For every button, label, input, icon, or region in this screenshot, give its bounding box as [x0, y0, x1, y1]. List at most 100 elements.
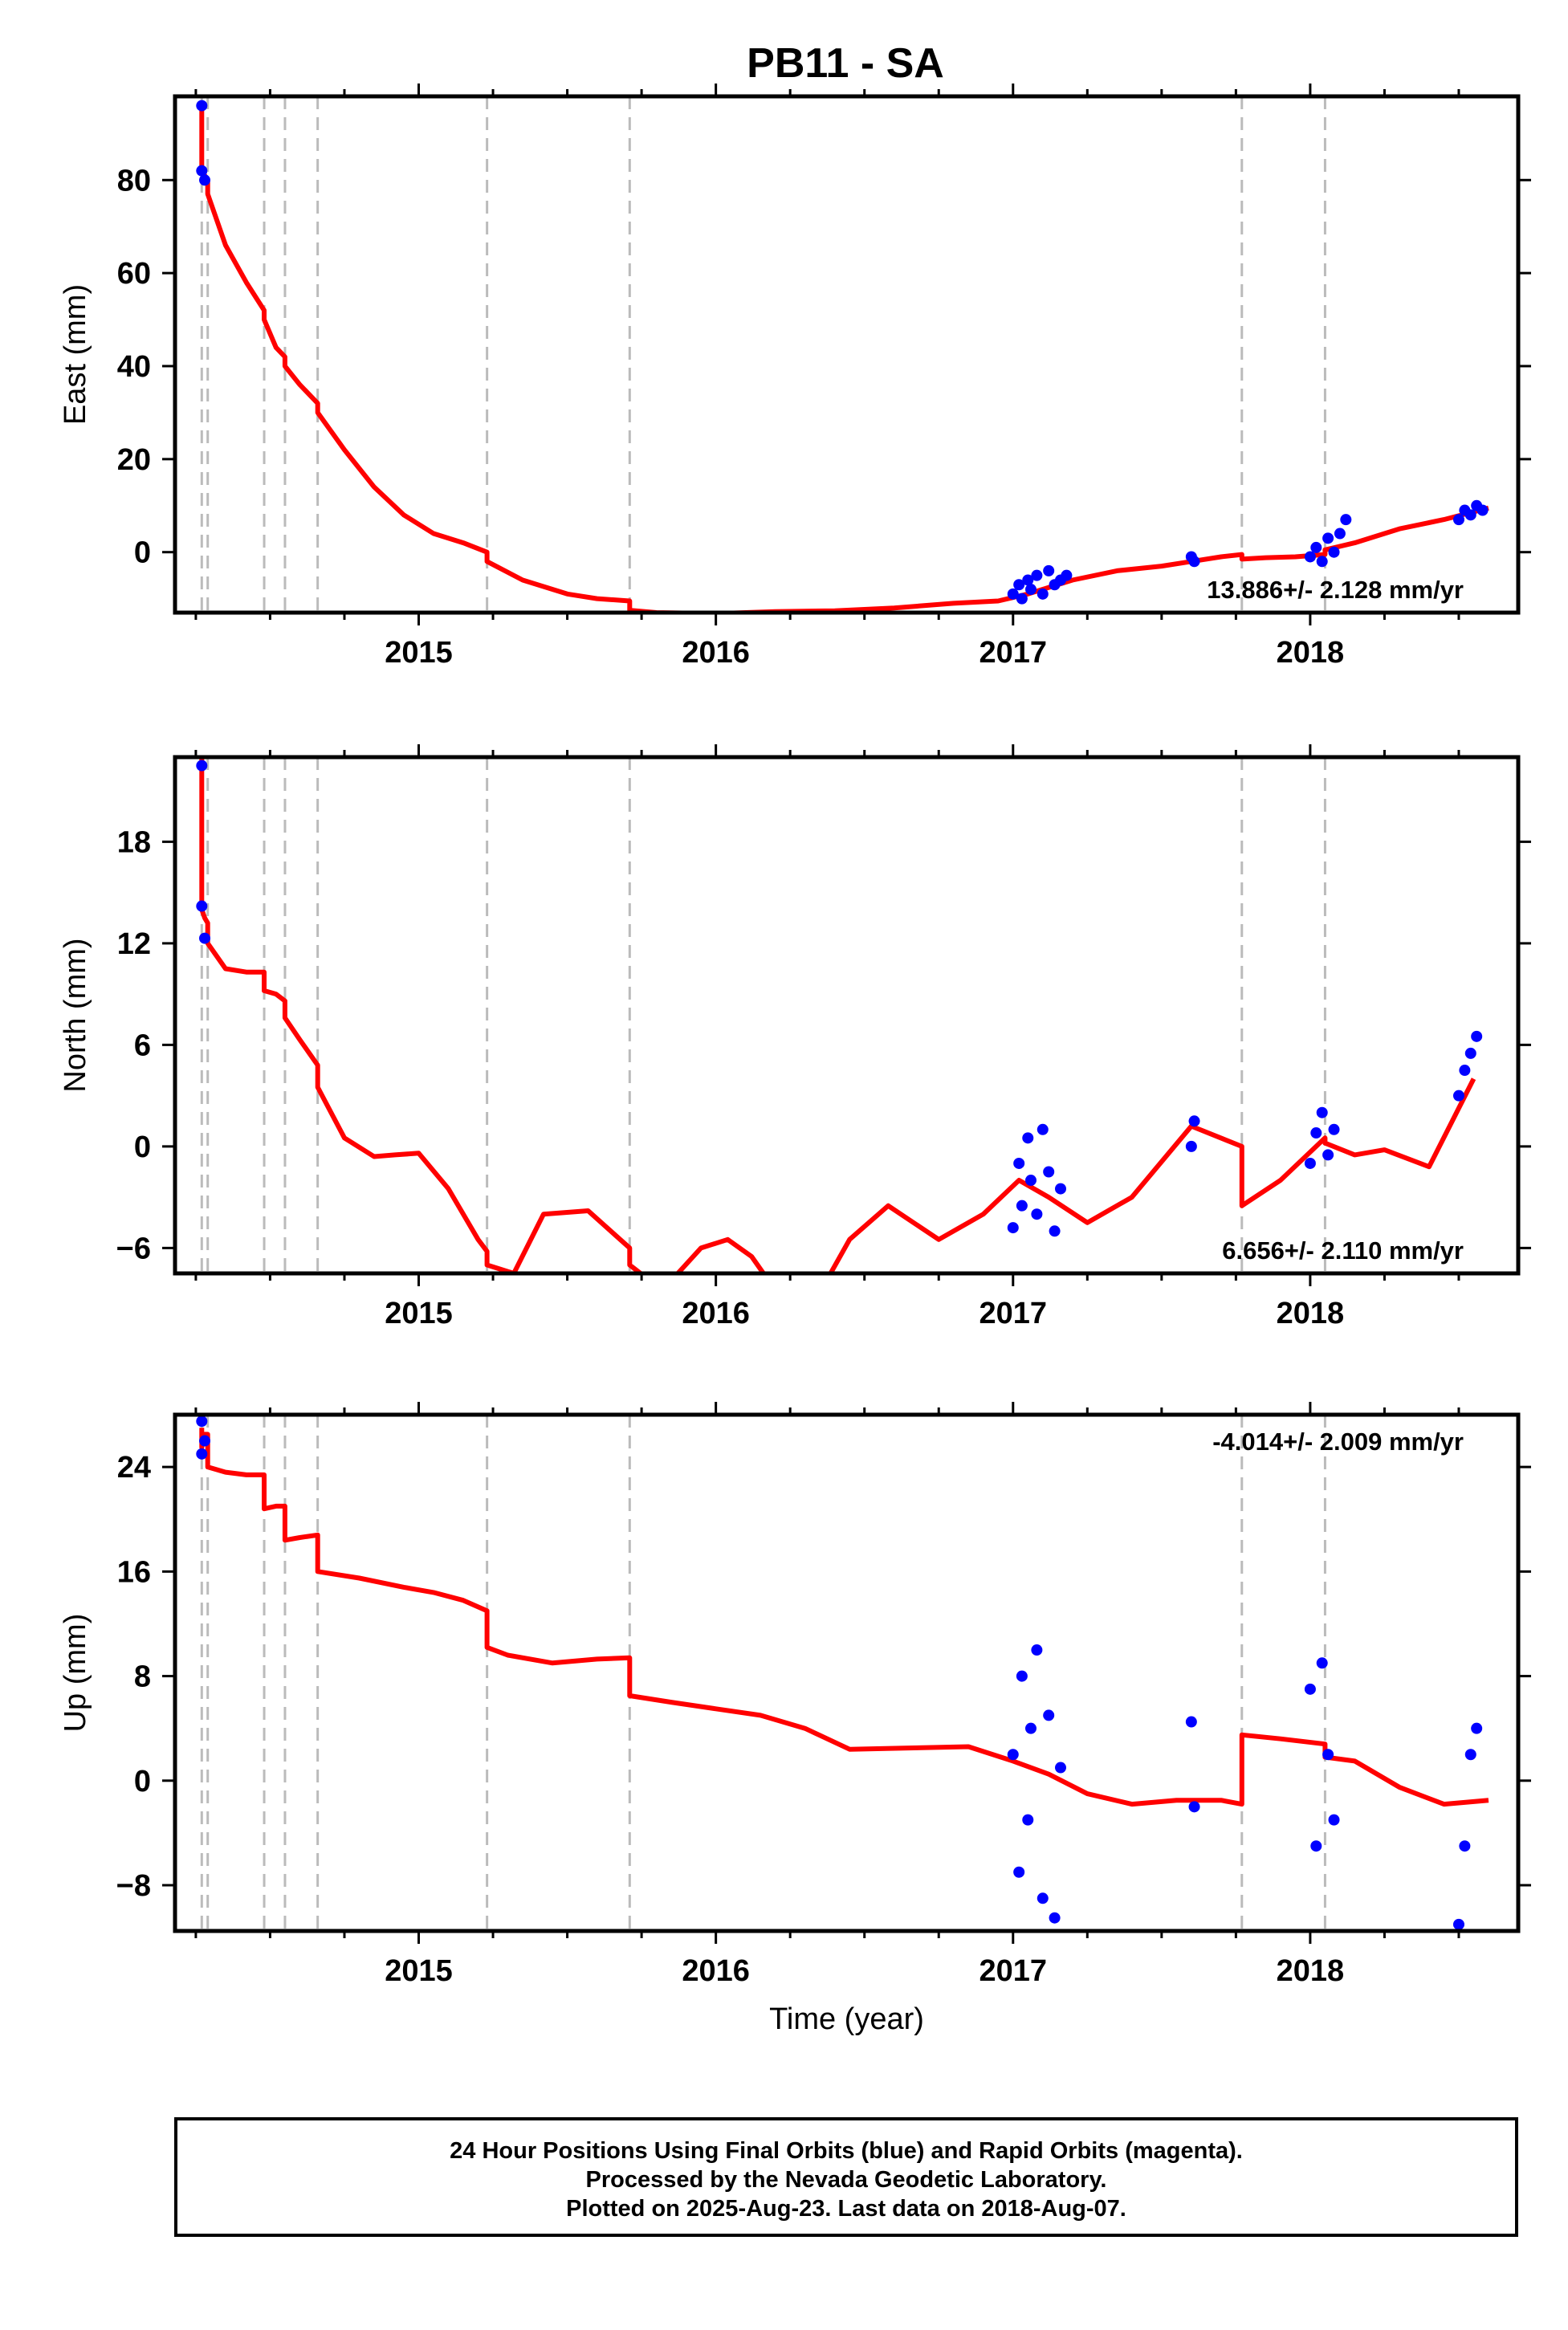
up-data-point [196, 1416, 208, 1428]
north-data-point [1310, 1127, 1322, 1139]
up-y-tick-label: 8 [134, 1660, 151, 1694]
north-y-tick-label: 12 [117, 927, 151, 961]
north-data-point [1016, 1200, 1028, 1212]
north-frame [173, 755, 1521, 1276]
up-data-point [1024, 1722, 1037, 1734]
north-data-point [1304, 1157, 1316, 1169]
east-panel: 2015 2016 2017 2018 0 20 40 60 80 East (mm) 13.886… [59, 84, 1531, 670]
north-data-point [1049, 1225, 1061, 1237]
up-data-point [1471, 1722, 1483, 1734]
east-data-point [196, 165, 208, 177]
up-data-point [1022, 1814, 1034, 1826]
east-data-point [1340, 514, 1352, 526]
north-y-axis-label: North (mm) [59, 938, 92, 1092]
east-x-tick-label: 2016 [682, 636, 750, 670]
east-data-point [1061, 569, 1073, 581]
footer-line-processed-by: Processed by the Nevada Geodetic Laborat… [585, 2167, 1107, 2193]
north-x-tick-label: 2016 [682, 1297, 750, 1330]
north-data-point [1013, 1157, 1025, 1169]
east-data-point [196, 100, 208, 112]
north-data-point [1054, 1183, 1066, 1195]
north-data-point [1464, 1047, 1476, 1059]
east-y-tick-label: 0 [134, 536, 151, 570]
processing-info-box: 24 Hour Positions Using Final Orbits (bl… [174, 2117, 1518, 2237]
north-data-point [1185, 1140, 1197, 1152]
east-data-point [1452, 514, 1464, 526]
north-data-point [1031, 1208, 1043, 1220]
east-data-point [1013, 579, 1025, 591]
east-frame [173, 94, 1521, 615]
up-y-tick-label: 24 [117, 1451, 151, 1485]
east-data-point [1037, 588, 1049, 600]
north-data-point [1043, 1166, 1055, 1178]
east-data-point [1024, 584, 1037, 596]
up-data-point [199, 1435, 211, 1447]
east-data-point [1322, 532, 1334, 544]
east-x-tick-label: 2017 [979, 636, 1048, 670]
east-data-point [1043, 564, 1055, 576]
east-y-tick-label: 40 [117, 350, 151, 384]
figure-title: PB11 - SA [747, 40, 944, 87]
east-data-point [1022, 574, 1034, 586]
east-data-point [1007, 588, 1019, 600]
east-data-point [1316, 556, 1328, 568]
up-data-point [1043, 1709, 1055, 1721]
north-x-tick-label: 2018 [1277, 1297, 1345, 1330]
up-x-tick-label: 2018 [1277, 1954, 1345, 1988]
north-data-point [1328, 1123, 1340, 1135]
north-data-point [196, 900, 208, 912]
east-data-point [1328, 546, 1340, 558]
up-x-tick-label: 2016 [682, 1954, 750, 1988]
north-data-point [196, 760, 208, 772]
east-data-point [1188, 556, 1200, 568]
up-y-tick-label: −8 [116, 1869, 151, 1903]
up-data-point [1007, 1749, 1019, 1761]
up-data-point [1054, 1762, 1066, 1774]
east-data-point [1334, 528, 1346, 540]
north-data-point [1024, 1175, 1037, 1187]
north-plot-area [196, 757, 1483, 1273]
up-data-point [196, 1448, 208, 1460]
north-y-tick-label: 0 [134, 1130, 151, 1164]
east-x-tick-label: 2018 [1277, 636, 1345, 670]
north-data-point [1471, 1030, 1483, 1042]
east-data-point [1304, 551, 1316, 563]
north-x-tick-label: 2015 [385, 1297, 453, 1330]
east-y-axis-label: East (mm) [59, 284, 92, 425]
up-data-point [1328, 1814, 1340, 1826]
east-data-point [1310, 541, 1322, 553]
up-data-point [1464, 1749, 1476, 1761]
up-data-point [1185, 1716, 1197, 1728]
north-y-tick-label: 18 [117, 825, 151, 859]
up-model-line [199, 1428, 1489, 1807]
up-y-axis-label: Up (mm) [59, 1614, 92, 1733]
up-data-point [1037, 1892, 1049, 1904]
east-x-tick-label: 2015 [385, 636, 453, 670]
up-data-point [1049, 1912, 1061, 1924]
east-data-point [1031, 569, 1043, 581]
east-model-line [199, 105, 1489, 613]
north-panel: 2015 2016 2017 2018 −6 0 6 12 18 North (mm) 6.656+… [59, 744, 1531, 1330]
east-y-tick-label: 20 [117, 443, 151, 477]
footer-line-orbits: 24 Hour Positions Using Final Orbits (bl… [450, 2138, 1243, 2164]
north-y-tick-label: 6 [134, 1029, 151, 1062]
east-data-point [1464, 509, 1476, 521]
north-data-point [1459, 1065, 1471, 1077]
east-data-point [199, 174, 211, 186]
up-data-point [1304, 1683, 1316, 1695]
east-data-point [1476, 504, 1489, 516]
x-axis-label: Time (year) [769, 2002, 924, 2036]
east-data-point [1016, 593, 1028, 605]
north-data-point [199, 932, 211, 944]
north-data-point [1037, 1123, 1049, 1135]
north-data-point [1022, 1132, 1034, 1144]
up-data-point [1316, 1657, 1328, 1669]
north-x-tick-label: 2017 [979, 1297, 1048, 1330]
up-plot-area [196, 1415, 1489, 1931]
north-rate-label: 6.656+/- 2.110 mm/yr [1222, 1236, 1464, 1265]
north-y-tick-label: −6 [116, 1232, 151, 1265]
north-data-point [1188, 1115, 1200, 1127]
up-data-point [1031, 1644, 1043, 1656]
